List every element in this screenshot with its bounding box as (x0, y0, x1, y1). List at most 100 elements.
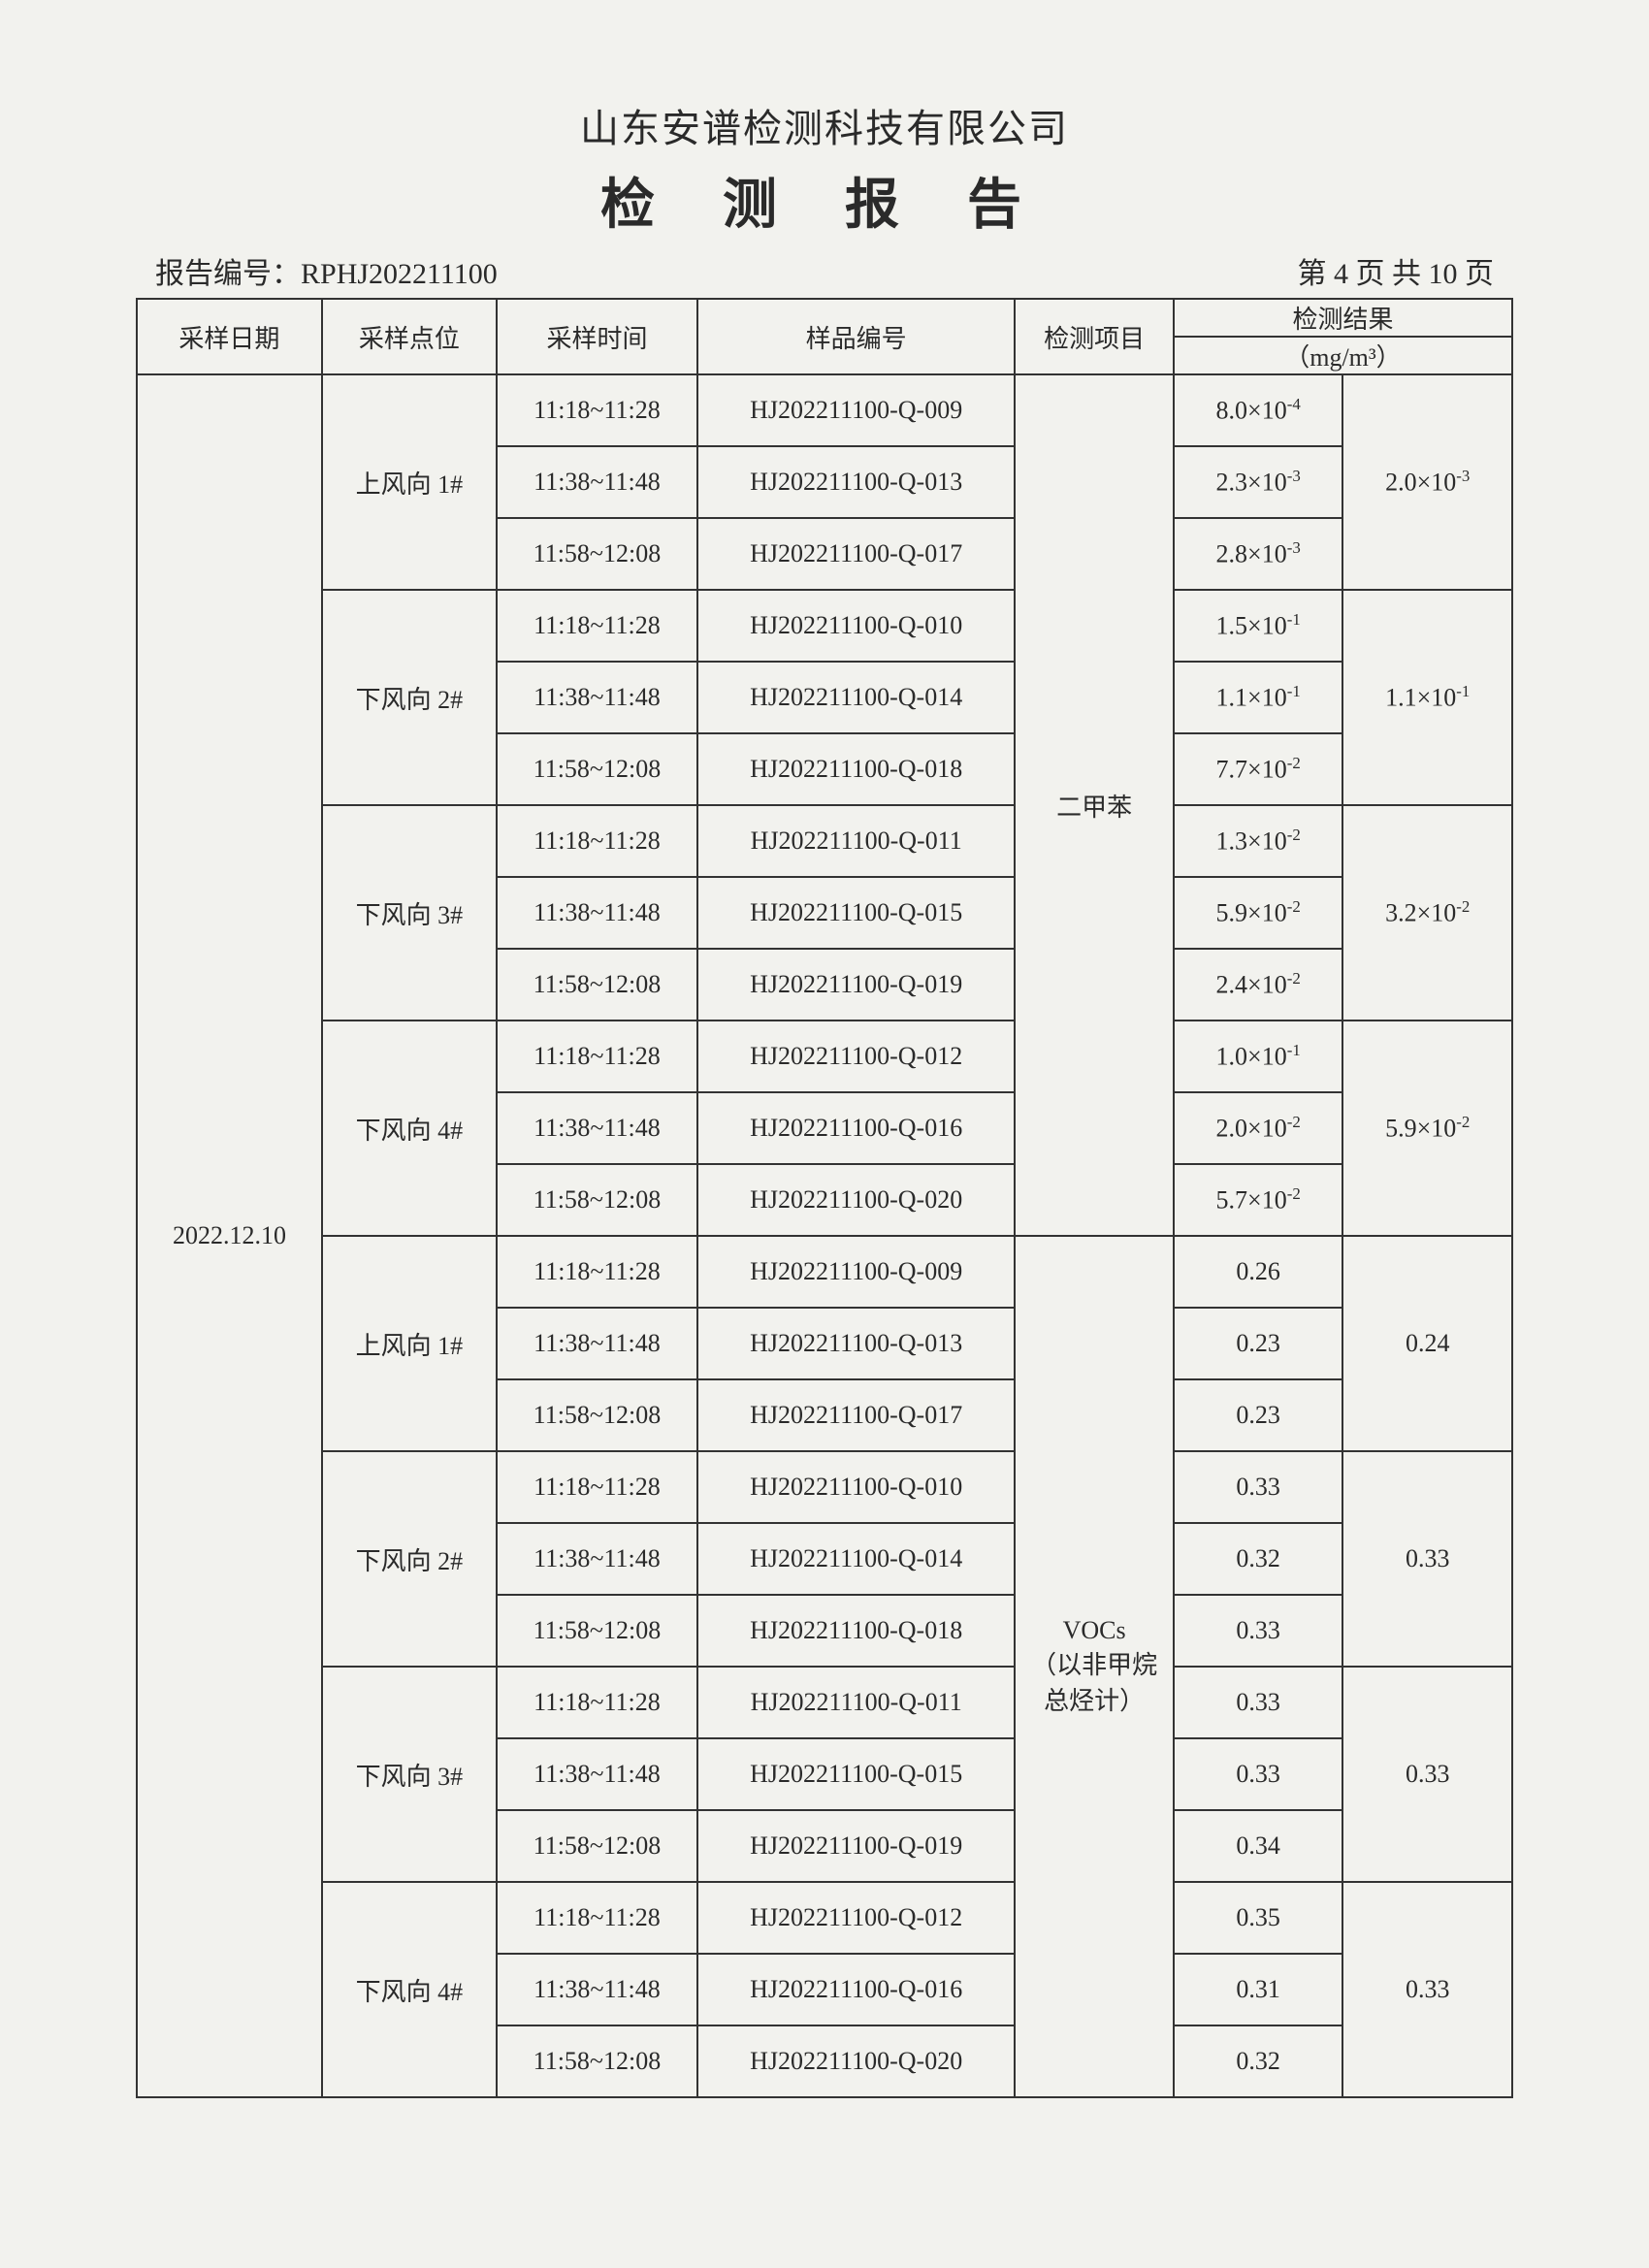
cell-sample: HJ202211100-Q-009 (697, 1236, 1015, 1308)
cell-date: 2022.12.10 (137, 374, 322, 2097)
cell-result-avg: 3.2×10-2 (1342, 805, 1512, 1021)
th-sample: 样品编号 (697, 299, 1015, 374)
cell-time: 11:38~11:48 (497, 1308, 697, 1379)
cell-time: 11:58~12:08 (497, 518, 697, 590)
cell-result-avg: 5.9×10-2 (1342, 1021, 1512, 1236)
cell-sample: HJ202211100-Q-012 (697, 1882, 1015, 1954)
cell-sample: HJ202211100-Q-010 (697, 590, 1015, 662)
cell-sample: HJ202211100-Q-015 (697, 877, 1015, 949)
table-row: 下风向 2#11:18~11:28HJ202211100-Q-0100.330.… (137, 1451, 1512, 1523)
cell-item: 二甲苯 (1015, 374, 1174, 1236)
cell-sample: HJ202211100-Q-017 (697, 518, 1015, 590)
cell-result: 1.5×10-1 (1174, 590, 1343, 662)
cell-result: 5.9×10-2 (1174, 877, 1343, 949)
cell-time: 11:18~11:28 (497, 1021, 697, 1092)
cell-result: 5.7×10-2 (1174, 1164, 1343, 1236)
cell-point: 下风向 2# (322, 1451, 497, 1667)
cell-result: 2.3×10-3 (1174, 446, 1343, 518)
cell-time: 11:38~11:48 (497, 446, 697, 518)
cell-time: 11:58~12:08 (497, 1379, 697, 1451)
cell-result: 0.26 (1174, 1236, 1343, 1308)
cell-result: 2.8×10-3 (1174, 518, 1343, 590)
cell-sample: HJ202211100-Q-014 (697, 662, 1015, 733)
cell-result: 0.34 (1174, 1810, 1343, 1882)
cell-time: 11:58~12:08 (497, 1164, 697, 1236)
cell-result: 7.7×10-2 (1174, 733, 1343, 805)
cell-sample: HJ202211100-Q-011 (697, 1667, 1015, 1738)
cell-time: 11:18~11:28 (497, 1236, 697, 1308)
cell-sample: HJ202211100-Q-012 (697, 1021, 1015, 1092)
report-no-label: 报告编号： (155, 258, 301, 290)
report-no-value: RPHJ202211100 (301, 258, 498, 290)
cell-time: 11:18~11:28 (497, 374, 697, 446)
cell-result: 2.4×10-2 (1174, 949, 1343, 1021)
cell-point: 下风向 4# (322, 1021, 497, 1236)
cell-result: 0.23 (1174, 1308, 1343, 1379)
cell-time: 11:18~11:28 (497, 590, 697, 662)
cell-sample: HJ202211100-Q-011 (697, 805, 1015, 877)
cell-point: 下风向 4# (322, 1882, 497, 2097)
cell-result: 2.0×10-2 (1174, 1092, 1343, 1164)
cell-result: 0.33 (1174, 1451, 1343, 1523)
cell-time: 11:18~11:28 (497, 1667, 697, 1738)
company-name: 山东安谱检测科技有限公司 (136, 97, 1513, 153)
cell-point: 上风向 1# (322, 374, 497, 590)
cell-time: 11:58~12:08 (497, 949, 697, 1021)
cell-time: 11:58~12:08 (497, 1595, 697, 1667)
cell-sample: HJ202211100-Q-019 (697, 1810, 1015, 1882)
cell-result: 0.35 (1174, 1882, 1343, 1954)
cell-time: 11:38~11:48 (497, 1954, 697, 2025)
cell-sample: HJ202211100-Q-014 (697, 1523, 1015, 1595)
table-row: 下风向 3#11:18~11:28HJ202211100-Q-0111.3×10… (137, 805, 1512, 877)
cell-result: 1.0×10-1 (1174, 1021, 1343, 1092)
cell-sample: HJ202211100-Q-009 (697, 374, 1015, 446)
cell-result-avg: 2.0×10-3 (1342, 374, 1512, 590)
cell-sample: HJ202211100-Q-010 (697, 1451, 1015, 1523)
cell-result: 0.32 (1174, 2025, 1343, 2097)
cell-sample: HJ202211100-Q-020 (697, 1164, 1015, 1236)
cell-sample: HJ202211100-Q-016 (697, 1954, 1015, 2025)
report-number: 报告编号：RPHJ202211100 (155, 249, 498, 292)
cell-sample: HJ202211100-Q-019 (697, 949, 1015, 1021)
page-number: 第 4 页 共 10 页 (1298, 249, 1495, 292)
cell-result-avg: 0.33 (1342, 1882, 1512, 2097)
cell-time: 11:18~11:28 (497, 1451, 697, 1523)
cell-result: 0.33 (1174, 1595, 1343, 1667)
table-row: 下风向 3#11:18~11:28HJ202211100-Q-0110.330.… (137, 1667, 1512, 1738)
th-item: 检测项目 (1015, 299, 1174, 374)
cell-item: VOCs（以非甲烷总烃计） (1015, 1236, 1174, 2097)
cell-time: 11:38~11:48 (497, 1523, 697, 1595)
cell-result-avg: 0.33 (1342, 1667, 1512, 1882)
cell-time: 11:18~11:28 (497, 805, 697, 877)
cell-time: 11:38~11:48 (497, 1092, 697, 1164)
table-header-row: 采样日期 采样点位 采样时间 样品编号 检测项目 检测结果 (137, 299, 1512, 337)
report-title: 检 测 报 告 (136, 161, 1513, 240)
cell-sample: HJ202211100-Q-015 (697, 1738, 1015, 1810)
cell-sample: HJ202211100-Q-017 (697, 1379, 1015, 1451)
cell-result: 0.33 (1174, 1667, 1343, 1738)
th-point: 采样点位 (322, 299, 497, 374)
cell-result: 1.3×10-2 (1174, 805, 1343, 877)
cell-time: 11:58~12:08 (497, 1810, 697, 1882)
cell-sample: HJ202211100-Q-016 (697, 1092, 1015, 1164)
cell-point: 下风向 2# (322, 590, 497, 805)
cell-sample: HJ202211100-Q-013 (697, 446, 1015, 518)
th-result-unit: （mg/m³） (1174, 337, 1512, 374)
cell-time: 11:18~11:28 (497, 1882, 697, 1954)
cell-result: 0.32 (1174, 1523, 1343, 1595)
cell-time: 11:38~11:48 (497, 877, 697, 949)
cell-result: 8.0×10-4 (1174, 374, 1343, 446)
cell-time: 11:38~11:48 (497, 662, 697, 733)
table-row: 下风向 4#11:18~11:28HJ202211100-Q-0120.350.… (137, 1882, 1512, 1954)
cell-result-avg: 1.1×10-1 (1342, 590, 1512, 805)
cell-sample: HJ202211100-Q-020 (697, 2025, 1015, 2097)
meta-row: 报告编号：RPHJ202211100 第 4 页 共 10 页 (155, 249, 1494, 292)
cell-result-avg: 0.24 (1342, 1236, 1512, 1451)
cell-result: 0.23 (1174, 1379, 1343, 1451)
cell-time: 11:38~11:48 (497, 1738, 697, 1810)
table-row: 下风向 2#11:18~11:28HJ202211100-Q-0101.5×10… (137, 590, 1512, 662)
th-time: 采样时间 (497, 299, 697, 374)
cell-time: 11:58~12:08 (497, 733, 697, 805)
data-table: 采样日期 采样点位 采样时间 样品编号 检测项目 检测结果 （mg/m³） 20… (136, 298, 1513, 2098)
cell-point: 下风向 3# (322, 805, 497, 1021)
